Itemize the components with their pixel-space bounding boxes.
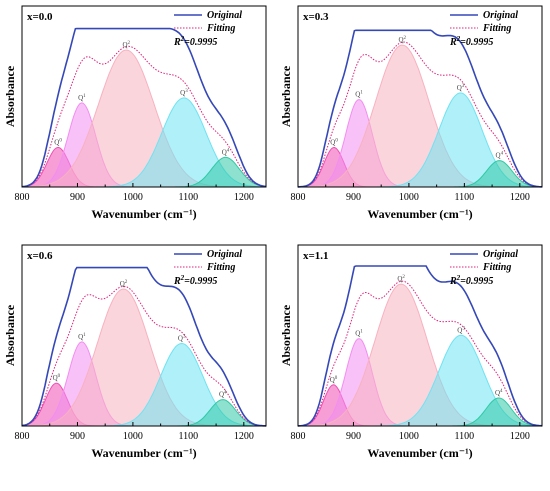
legend-label-fitting: Fitting [206, 262, 235, 273]
peak-label-Q1: Q1 [78, 94, 86, 102]
panel-0: 800 900 1000 1100 1200 Wavenumber (cm⁻¹) Absor… [3, 5, 267, 221]
x-tick-label: 1000 [399, 192, 419, 203]
x-axis-label: Wavenumber (cm⁻¹) [367, 446, 472, 460]
fitting-curve [21, 285, 267, 427]
y-axis-label: Absorbance [279, 304, 293, 366]
peak-label-Q1: Q1 [355, 91, 363, 99]
r-squared-label: R2=0.9995 [173, 35, 217, 48]
legend-label-original: Original [207, 249, 242, 260]
y-axis-label: Absorbance [3, 65, 17, 127]
peak-label-Q0: Q0 [330, 376, 338, 384]
peak-label-Q4: Q4 [496, 152, 504, 160]
peak-label-Q3: Q3 [180, 89, 188, 97]
x-tick-label: 1200 [510, 192, 530, 203]
plot-frame [21, 244, 267, 427]
x-tick-label: 800 [291, 431, 306, 442]
peak-label-Q2: Q2 [397, 275, 405, 283]
peak-label-Q2: Q2 [122, 41, 130, 49]
original-curve [21, 27, 267, 188]
x-tick-label: 800 [15, 431, 30, 442]
peak-label-Q2: Q2 [398, 36, 406, 44]
x-axis-label: Wavenumber (cm⁻¹) [91, 446, 196, 460]
panel-1: 800 900 1000 1100 1200 Wavenumber (cm⁻¹) Absor… [279, 5, 543, 221]
panel-3: 800 900 1000 1100 1200 Wavenumber (cm⁻¹) Absor… [279, 244, 543, 460]
x-tick-label: 900 [70, 431, 85, 442]
x-tick-label: 1100 [455, 192, 475, 203]
fitting-curve [297, 280, 543, 427]
x-axis-label: Wavenumber (cm⁻¹) [367, 207, 472, 221]
peak-label-Q4: Q4 [222, 148, 230, 156]
legend-label-fitting: Fitting [482, 262, 511, 273]
y-axis-label: Absorbance [279, 65, 293, 127]
peak-label-Q0: Q0 [53, 374, 61, 382]
peak-label-Q3: Q3 [178, 335, 186, 343]
x-tick-label: 800 [291, 192, 306, 203]
peak-label-Q2: Q2 [120, 280, 128, 288]
peak-label-Q0: Q0 [330, 138, 338, 146]
x-tick-label: 1000 [399, 431, 419, 442]
x-tick-label: 1200 [510, 431, 530, 442]
fitting-curve [297, 41, 542, 188]
original-curve [21, 266, 267, 427]
peak-label-Q4: Q4 [219, 391, 227, 399]
x-tick-label: 1000 [123, 192, 143, 203]
plot-frame [297, 244, 543, 427]
plot-frame [297, 5, 543, 188]
original-curve [297, 29, 542, 188]
x-tick-label: 1100 [455, 431, 475, 442]
y-axis-label: Absorbance [3, 304, 17, 366]
peak-label-Q1: Q1 [355, 330, 363, 338]
peak-label-Q3: Q3 [457, 326, 465, 334]
x-tick-label: 1100 [179, 192, 199, 203]
x-tick-label: 900 [70, 192, 85, 203]
legend-label-fitting: Fitting [482, 23, 511, 34]
x-axis-label: Wavenumber (cm⁻¹) [91, 207, 196, 221]
r-squared-label: R2=0.9995 [449, 274, 493, 287]
x-tick-label: 1200 [234, 192, 254, 203]
legend-label-original: Original [483, 10, 518, 21]
x-tick-label: 900 [346, 192, 361, 203]
legend-label-fitting: Fitting [206, 23, 235, 34]
peak-label-Q1: Q1 [78, 333, 86, 341]
x-tick-label: 900 [346, 431, 361, 442]
peak-label-Q3: Q3 [457, 84, 465, 92]
panel-2: 800 900 1000 1100 1200 Wavenumber (cm⁻¹) Absor… [3, 244, 267, 460]
panel-label: x=0.0 [27, 11, 53, 23]
r-squared-label: R2=0.9995 [449, 35, 493, 48]
legend-label-original: Original [483, 249, 518, 260]
plot-frame [21, 5, 267, 188]
x-tick-label: 1200 [234, 431, 254, 442]
panel-label: x=0.3 [303, 11, 329, 23]
panel-label: x=1.1 [303, 250, 329, 262]
panel-label: x=0.6 [27, 250, 53, 262]
peak-label-Q4: Q4 [495, 389, 503, 397]
r-squared-label: R2=0.9995 [173, 274, 217, 287]
x-tick-label: 1000 [123, 431, 143, 442]
legend-label-original: Original [207, 10, 242, 21]
x-tick-label: 1100 [179, 431, 199, 442]
peak-label-Q0: Q0 [54, 138, 62, 146]
original-curve [297, 265, 543, 427]
x-tick-label: 800 [15, 192, 30, 203]
